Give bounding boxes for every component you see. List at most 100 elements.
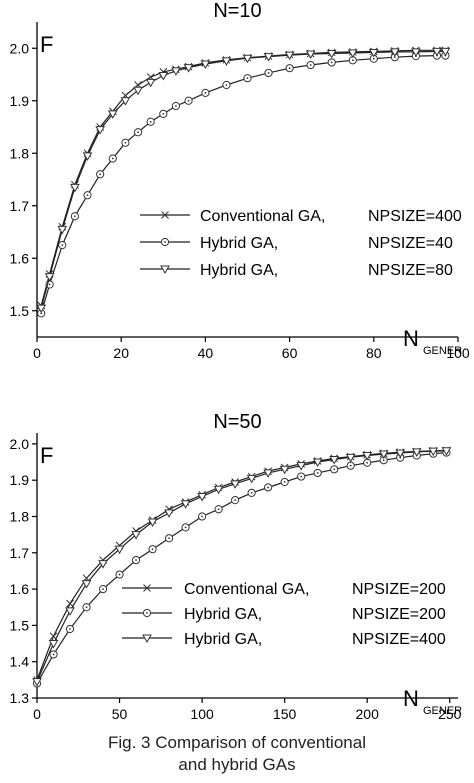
- data-point: [180, 500, 191, 509]
- series-circle-1: [37, 51, 450, 318]
- data-point: [246, 474, 257, 484]
- data-point: [297, 472, 306, 481]
- data-point: [145, 78, 156, 88]
- x-tick-label: 40: [198, 345, 214, 361]
- y-tick-label: 1.6: [10, 581, 30, 597]
- y-tick-label: 1.5: [10, 303, 30, 319]
- data-point: [48, 640, 59, 649]
- y-tick-label: 1.9: [10, 93, 30, 109]
- legend-series-param: NPSIZE=400: [352, 631, 446, 648]
- data-point: [98, 584, 108, 594]
- data-point: [148, 545, 157, 554]
- data-point: [389, 48, 400, 57]
- y-tick-label: 2.0: [10, 40, 30, 56]
- data-point: [131, 555, 141, 565]
- series-line: [36, 452, 447, 684]
- data-point: [329, 456, 340, 465]
- data-point: [263, 469, 273, 478]
- data-point: [231, 496, 240, 505]
- data-point: [347, 49, 358, 58]
- legend-marker: [142, 608, 152, 618]
- legend-item: Hybrid GA, NPSIZE=40: [140, 235, 453, 252]
- x-tick-label: 80: [366, 345, 382, 361]
- data-point: [197, 512, 207, 521]
- data-point: [83, 191, 92, 200]
- data-point: [184, 96, 193, 105]
- data-point: [133, 128, 143, 137]
- data-point: [242, 54, 253, 64]
- x-tick-label: 0: [33, 345, 41, 361]
- y-tick-label: 1.5: [10, 617, 30, 633]
- data-point: [120, 97, 131, 106]
- data-point: [121, 138, 130, 147]
- data-point: [296, 462, 307, 471]
- data-point: [58, 241, 67, 250]
- data-point: [326, 50, 337, 59]
- data-point: [95, 126, 106, 135]
- legend: Conventional GA, NPSIZE=200 Hybrid GA, NPSI…: [122, 581, 446, 648]
- legend-series-name: Hybrid GA,: [200, 262, 278, 279]
- data-point: [305, 50, 316, 60]
- data-point: [131, 531, 141, 540]
- data-point: [44, 273, 55, 282]
- data-point: [115, 570, 124, 579]
- data-point: [108, 154, 117, 163]
- figure-caption-line-2: and hybrid GAs: [178, 755, 296, 774]
- data-point: [362, 452, 373, 461]
- y-tick-label: 1.7: [10, 198, 30, 214]
- series-triangle-down-2: [32, 447, 452, 687]
- legend: Conventional GA, NPSIZE=400 Hybrid GA, NPSI…: [140, 208, 462, 279]
- data-point: [312, 458, 323, 468]
- data-point: [230, 480, 240, 489]
- data-point: [159, 109, 168, 118]
- data-point: [390, 53, 399, 62]
- data-point: [96, 170, 105, 179]
- data-point: [214, 505, 223, 514]
- data-point: [57, 225, 68, 235]
- y-tick-label: 1.8: [10, 508, 30, 524]
- y-axis-label: F: [40, 443, 53, 468]
- data-point: [345, 453, 356, 463]
- data-point: [264, 483, 273, 492]
- legend-series-name: Conventional GA,: [200, 208, 325, 225]
- y-tick-label: 1.7: [10, 545, 30, 561]
- data-point: [441, 447, 452, 456]
- data-point: [107, 110, 118, 119]
- data-point: [81, 580, 92, 589]
- data-point: [183, 64, 194, 73]
- data-point: [440, 47, 451, 57]
- x-tick-label: 20: [113, 345, 129, 361]
- legend-item: Hybrid GA, NPSIZE=80: [140, 262, 453, 279]
- data-point: [164, 509, 174, 518]
- data-point: [82, 603, 91, 612]
- data-point: [49, 650, 58, 659]
- data-point: [181, 523, 190, 532]
- chart-panel-n10: N=10 1.5 1.6 1.7 1.8 1.9 2.0 0 20 40 60 80 100 F N GENE…: [10, 0, 470, 361]
- x-tick-label: 100: [190, 706, 214, 722]
- legend-series-name: Hybrid GA,: [184, 606, 262, 623]
- legend-series-name: Hybrid GA,: [200, 235, 278, 252]
- data-point: [65, 624, 75, 634]
- data-point: [222, 80, 231, 90]
- series-triangle-down-2: [36, 47, 451, 314]
- legend-series-name: Conventional GA,: [184, 581, 309, 598]
- data-point: [428, 447, 439, 457]
- y-tick-label: 1.3: [10, 690, 30, 706]
- data-point: [264, 68, 273, 78]
- data-point: [432, 47, 442, 57]
- legend-item: Hybrid GA, NPSIZE=400: [122, 631, 446, 648]
- legend-item: Conventional GA, NPSIZE=200: [122, 581, 446, 598]
- figure-caption-line-1: Fig. 3 Comparison of conventional: [108, 733, 366, 752]
- y-axis-label: F: [40, 32, 53, 57]
- y-tick-label: 1.4: [10, 654, 30, 670]
- data-point: [280, 477, 289, 487]
- legend-marker: [160, 237, 170, 247]
- data-point: [201, 88, 210, 97]
- data-point: [363, 458, 372, 467]
- data-point: [284, 51, 295, 61]
- legend-series-param: NPSIZE=80: [368, 262, 453, 279]
- data-point: [171, 101, 181, 111]
- chart-title: N=10: [213, 0, 261, 22]
- y-tick-label: 1.6: [10, 250, 30, 266]
